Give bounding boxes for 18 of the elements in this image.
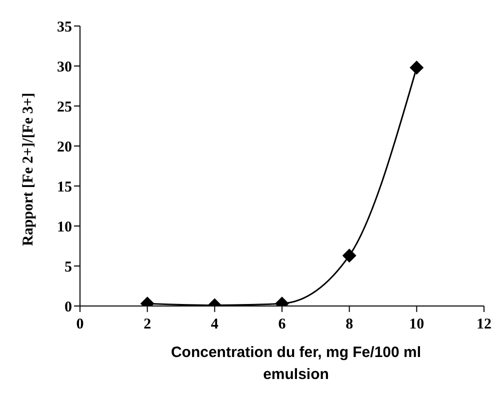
x-tick-label: 12 [476, 316, 492, 333]
y-tick-label: 25 [57, 99, 72, 116]
y-axis-title: Rapport [Fe 2+]/[Fe 3+] [20, 92, 36, 246]
y-tick-label: 20 [57, 139, 72, 156]
x-tick-label: 4 [210, 316, 219, 333]
x-tick-label: 8 [346, 316, 354, 333]
x-tick-label: 2 [144, 316, 152, 333]
x-axis-title: Concentration du fer, mg Fe/100 ml emulsion [170, 343, 422, 385]
point [410, 60, 424, 75]
y-tick-label: 0 [64, 299, 72, 316]
x-tick-label: 0 [76, 316, 84, 333]
y-tick-label: 10 [57, 219, 72, 236]
x-tick-label: 6 [278, 316, 286, 333]
y-tick-label: 5 [64, 259, 72, 276]
y-tick-label: 15 [57, 179, 72, 196]
y-tick-label: 30 [57, 59, 72, 76]
y-tick-label: 35 [57, 19, 72, 36]
x-tick-label: 10 [409, 316, 424, 333]
